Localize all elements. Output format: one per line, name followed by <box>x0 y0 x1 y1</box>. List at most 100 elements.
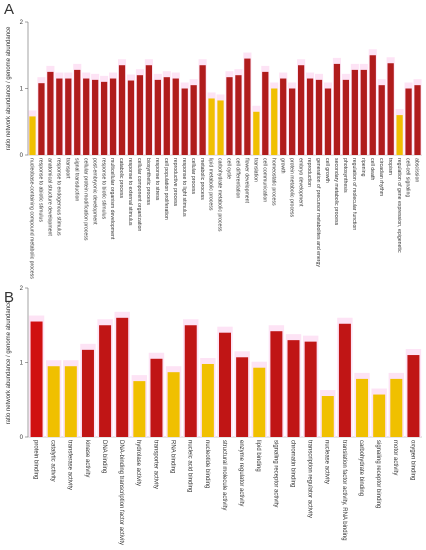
bar <box>333 63 341 155</box>
x-tick-label: enzyme regulator activity <box>238 440 244 506</box>
bar <box>253 111 260 155</box>
x-tick-label: translation <box>253 158 259 182</box>
bar <box>356 378 369 437</box>
x-tick-label: response to biotic stimulus <box>100 158 106 220</box>
x-tick-label: cell population proliferation <box>163 158 169 220</box>
x-tick-label: kinase activity <box>84 440 90 477</box>
bar <box>150 358 163 437</box>
bar <box>270 331 283 437</box>
bar <box>235 75 242 155</box>
bar <box>127 80 135 155</box>
bar <box>47 366 60 437</box>
bar <box>65 78 72 155</box>
bar <box>100 81 108 155</box>
x-tick-label: transcription regulator activity <box>307 440 313 518</box>
bar <box>390 378 403 437</box>
x-tick-label: structural molecule activity <box>221 440 227 510</box>
bar <box>99 325 112 437</box>
x-tick-label: reproduction <box>306 158 312 187</box>
x-tick-label: oxygen binding <box>409 440 415 480</box>
x-tick-label: multicellular organism development <box>109 158 115 240</box>
x-tick-label: growth <box>279 158 285 174</box>
x-tick-label: protein binding <box>32 440 38 479</box>
x-tick-label: signaling receptor activity <box>272 440 278 507</box>
panel-label: B <box>4 289 14 306</box>
bar <box>145 65 153 155</box>
bar <box>167 372 180 437</box>
y-tick-label: 2 <box>20 20 24 26</box>
bar <box>38 83 45 155</box>
x-tick-label: reproductive process <box>172 158 178 207</box>
bar <box>172 78 179 155</box>
y-axis-label: ratio network abundance / genome abundan… <box>6 26 12 150</box>
x-tick-label: chromatin binding <box>289 440 295 487</box>
x-tick-label: catabolic process <box>118 158 124 198</box>
x-tick-label: biosynthetic process <box>145 158 151 205</box>
y-axis-label: ratio network abundance / genome abundan… <box>6 300 12 424</box>
bar <box>163 77 170 155</box>
bar <box>184 325 197 437</box>
bar <box>342 79 350 155</box>
x-tick-label: protein metabolic process <box>288 158 294 218</box>
bar <box>271 88 278 155</box>
x-tick-label: ripening <box>360 158 366 177</box>
y-tick-label: 1 <box>20 361 24 367</box>
bar <box>190 85 197 155</box>
x-tick-label: carbohydrate binding <box>358 440 364 496</box>
x-tick-label: carbohydrate metabolic process <box>217 158 223 232</box>
bar <box>369 55 376 155</box>
y-tick-label: 2 <box>20 286 24 292</box>
bar <box>414 85 421 155</box>
x-tick-label: nucleobase-containing compound metabolic… <box>29 158 35 279</box>
bar <box>324 88 332 155</box>
bar <box>338 323 351 437</box>
bar <box>289 88 296 155</box>
bar <box>315 79 323 155</box>
bar <box>351 69 358 155</box>
bar <box>405 88 412 155</box>
bar <box>262 71 269 155</box>
bar <box>47 71 54 155</box>
bar <box>64 366 77 437</box>
bar <box>373 394 386 437</box>
x-tick-label: response to abiotic stimulus <box>38 158 44 222</box>
x-tick-label: signal transduction <box>73 158 79 201</box>
bar <box>81 349 94 437</box>
bar <box>56 78 63 155</box>
x-tick-label: generation of precursor metabolites and … <box>315 158 321 267</box>
x-tick-label: cell cycle <box>226 158 232 179</box>
x-tick-label: signaling receptor binding <box>375 440 381 508</box>
x-tick-label: abscission <box>414 158 420 182</box>
bar <box>83 78 90 155</box>
x-tick-label: response to endogenous stimulus <box>56 158 62 236</box>
x-tick-label: motor activity <box>392 440 398 475</box>
bar <box>217 100 224 155</box>
y-tick-label: 1 <box>20 87 24 93</box>
y-tick-label: 0 <box>20 153 24 159</box>
x-tick-label: lipid binding <box>255 440 261 472</box>
bar <box>92 79 99 155</box>
x-tick-label: RNA binding <box>170 440 176 473</box>
x-tick-label: transferase activity <box>67 440 73 490</box>
bar <box>109 78 117 155</box>
x-tick-label: post-embryonic development <box>91 158 97 225</box>
x-tick-label: response to external stimulus <box>127 158 133 226</box>
bar <box>253 367 266 437</box>
x-tick-label: cellular process <box>190 158 196 194</box>
x-tick-label: homeostatic process <box>270 158 276 206</box>
x-tick-label: response to stress <box>154 158 160 201</box>
x-tick-label: regulation of gene expression, epigeneti… <box>396 158 402 253</box>
bar <box>219 332 231 437</box>
x-tick-label: hydrolase activity <box>135 440 141 486</box>
bar <box>154 79 161 155</box>
panel-label: A <box>4 1 14 18</box>
x-tick-label: transport <box>64 158 70 179</box>
bar <box>199 65 206 155</box>
x-tick-label: catalytic activity <box>50 440 56 482</box>
bar <box>236 357 249 437</box>
x-tick-label: transporter activity <box>152 440 158 489</box>
bar <box>407 355 420 437</box>
x-tick-label: nucleotide binding <box>204 440 210 488</box>
bar <box>387 63 394 156</box>
